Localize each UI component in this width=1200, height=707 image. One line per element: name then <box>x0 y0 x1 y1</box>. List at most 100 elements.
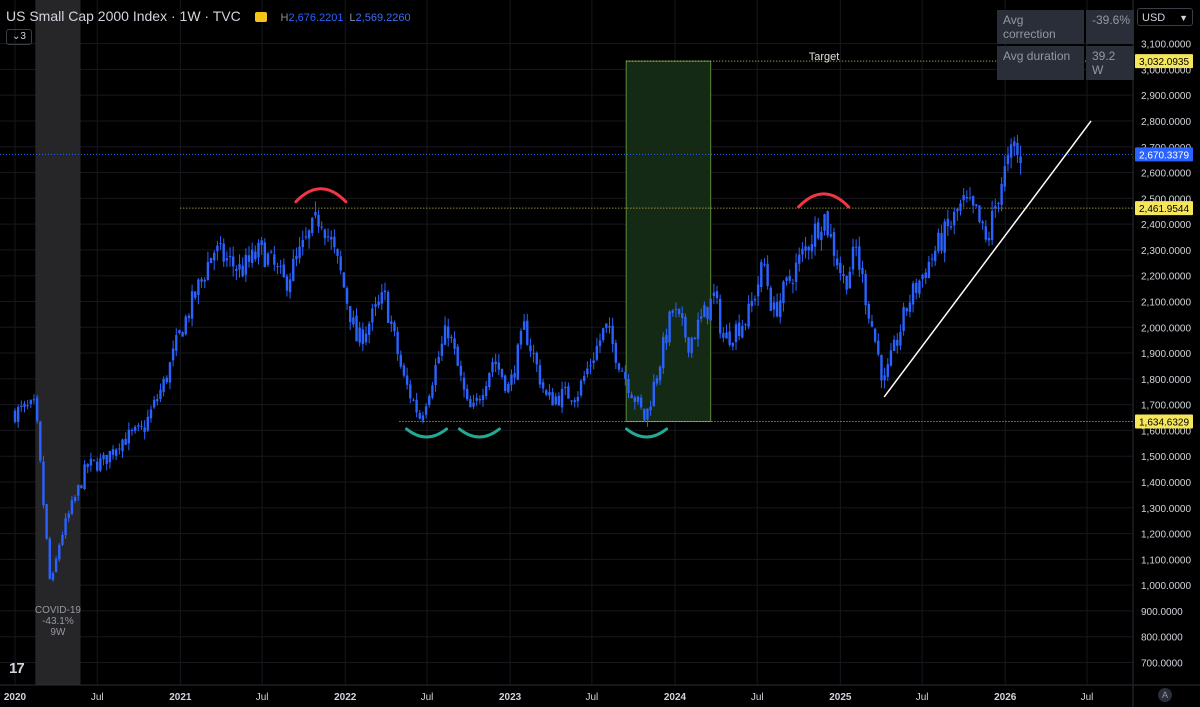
candle-body <box>149 409 153 419</box>
target-label: Target <box>809 51 840 63</box>
candle-body <box>643 408 646 421</box>
candle-body <box>709 298 712 321</box>
candle-body <box>254 251 257 260</box>
candle-body <box>870 321 874 327</box>
price-axis-labels: 3,032.0935 2,461.9544 1,634.6329 2,670.3379 <box>1135 54 1193 429</box>
flag-icon[interactable] <box>254 12 267 22</box>
time-axis[interactable]: 2020 Jul 2021 Jul 2022 Jul 2023 Jul 2024 Jul 2025 J… <box>4 692 1094 703</box>
support-arc[interactable] <box>625 427 669 439</box>
candle-body <box>779 300 782 318</box>
price-tick-label: 2,900.0000 <box>1141 91 1191 102</box>
level-price-tag-bg <box>1135 414 1193 429</box>
candle-body <box>519 330 523 345</box>
candle-body <box>731 342 735 347</box>
candle-body <box>443 325 447 345</box>
indicators-collapse-button[interactable]: ⌄3 <box>6 29 32 45</box>
candle-body <box>304 236 308 238</box>
candle-body <box>348 306 352 323</box>
candle-body <box>298 246 301 259</box>
candle-body <box>92 459 96 461</box>
candle-body <box>105 454 108 464</box>
candle-body <box>472 402 475 407</box>
candle-body <box>620 370 624 372</box>
tradingview-logo[interactable]: 17 <box>9 660 25 677</box>
candle-body <box>42 461 45 506</box>
candle-body <box>516 344 519 380</box>
candle-body <box>130 430 134 432</box>
symbol-title[interactable]: US Small Cap 2000 Index · 1W · TVC <box>6 8 241 24</box>
resistance-arc[interactable] <box>797 192 851 209</box>
candle-body <box>576 396 580 402</box>
candle-body <box>364 333 368 343</box>
candle-body <box>718 298 722 334</box>
candle-body <box>769 287 772 311</box>
time-tick-label: Jul <box>256 692 269 703</box>
candle-body <box>747 303 750 327</box>
trendline[interactable] <box>883 120 1092 398</box>
candle-body <box>377 301 380 306</box>
candle-body <box>32 399 36 401</box>
candle-body <box>896 339 899 346</box>
candle-body <box>693 337 697 340</box>
time-tick-label: 2023 <box>499 692 522 703</box>
candle-body <box>927 261 931 279</box>
candle-body <box>61 534 64 545</box>
logo-text: 17 <box>9 660 25 677</box>
candle-body <box>431 385 434 398</box>
candle-body <box>121 439 124 452</box>
candle-body <box>380 292 384 304</box>
level-price-tag-bg <box>1135 201 1193 216</box>
candle-body <box>589 365 592 367</box>
auto-scale-label: A <box>1161 690 1168 700</box>
support-arc[interactable] <box>405 427 449 439</box>
candle-body <box>728 331 731 345</box>
candle-body <box>630 394 633 399</box>
candle-body <box>734 324 738 343</box>
price-tick-label: 2,600.0000 <box>1141 169 1191 180</box>
candle-body <box>194 291 197 298</box>
candle-body <box>595 345 599 360</box>
candle-body <box>462 377 466 390</box>
auto-scale-button[interactable]: A <box>1158 688 1172 702</box>
price-tick-label: 1,600.0000 <box>1141 426 1191 437</box>
range-box[interactable] <box>625 60 712 422</box>
currency-value: USD <box>1142 12 1166 24</box>
candle-body <box>782 281 785 304</box>
price-tick-label: 2,000.0000 <box>1141 323 1191 334</box>
candle-body <box>892 339 896 351</box>
candle-body <box>273 254 276 265</box>
candle-body <box>1019 156 1022 164</box>
candle-body <box>586 368 589 375</box>
candle-body <box>133 426 137 431</box>
price-tick-label: 1,000.0000 <box>1141 581 1191 592</box>
candle-body <box>737 322 741 337</box>
candle-body <box>826 211 829 236</box>
candle-body <box>171 348 175 361</box>
support-arc[interactable] <box>457 427 501 439</box>
stats-value: -39.6% <box>1086 10 1134 44</box>
currency-select[interactable]: USD ▼ <box>1137 8 1193 26</box>
candle-body <box>67 513 70 519</box>
candle-body <box>864 273 867 306</box>
stats-value: 39.2 W <box>1086 46 1134 80</box>
candle-body <box>560 388 564 408</box>
candle-body <box>772 302 776 310</box>
candle-body <box>143 427 146 433</box>
candle-body <box>564 387 567 389</box>
candle-body <box>911 283 915 305</box>
resistance-arc[interactable] <box>294 187 348 204</box>
candle-body <box>108 450 112 463</box>
candle-body <box>934 250 937 262</box>
candle-body <box>412 399 415 401</box>
candle-body <box>1003 166 1006 187</box>
candle-body <box>785 277 788 281</box>
candle-body <box>371 308 374 323</box>
candle-body <box>538 365 542 385</box>
candle-body <box>469 399 472 408</box>
price-tick-label: 2,800.0000 <box>1141 117 1191 128</box>
candle-body <box>187 315 191 319</box>
candle-body <box>228 256 232 258</box>
candle-body <box>118 448 121 450</box>
